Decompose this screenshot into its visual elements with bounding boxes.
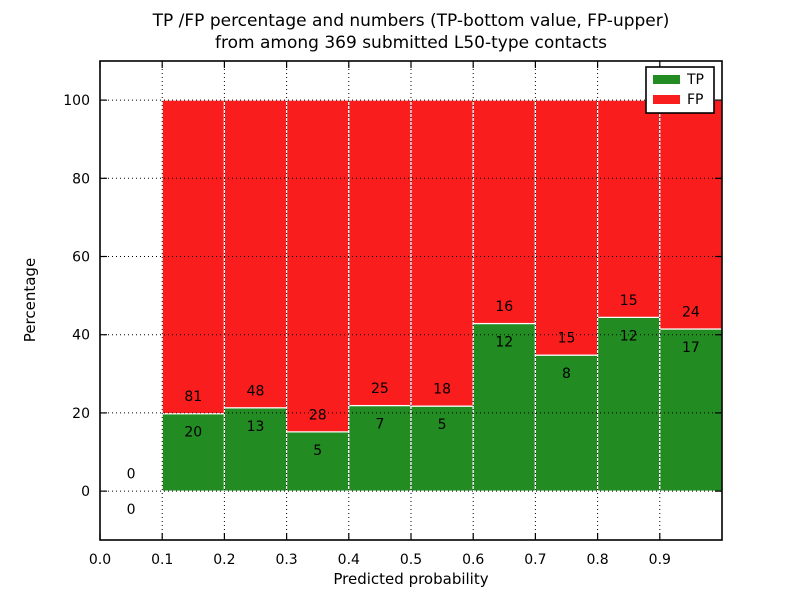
tp-count-label: 17 — [682, 340, 700, 356]
bar-fp — [659, 99, 723, 330]
fp-count-label: 0 — [127, 467, 136, 483]
bar-fp — [410, 99, 474, 407]
legend-swatch-tp — [653, 75, 680, 84]
legend-swatch-fp — [653, 95, 680, 104]
x-tick-label: 0.9 — [649, 552, 671, 568]
bar-tp — [534, 354, 599, 492]
y-tick-label: 0 — [81, 484, 90, 500]
chart-title-line2: from among 369 submitted L50-type contac… — [215, 33, 607, 53]
legend-label-fp: FP — [687, 92, 704, 108]
bar-tp — [223, 407, 288, 492]
bar-tp — [659, 328, 723, 492]
y-axis-label: Percentage — [21, 257, 39, 343]
x-axis-label: Predicted probability — [333, 570, 489, 588]
tp-count-label: 13 — [247, 419, 265, 435]
chart-title: TP /FP percentage and numbers (TP-bottom… — [153, 10, 670, 54]
bar-fp — [161, 99, 225, 415]
fp-count-label: 81 — [184, 389, 202, 405]
y-tick-label: 100 — [63, 93, 90, 109]
tp-count-label: 12 — [495, 335, 513, 351]
fp-count-label: 18 — [433, 382, 451, 398]
plot-border — [99, 60, 723, 541]
y-tick-label: 80 — [72, 171, 90, 187]
x-tick-label: 0.7 — [524, 552, 546, 568]
x-tick-label: 0.2 — [213, 552, 235, 568]
tp-count-label: 12 — [620, 328, 638, 344]
tp-count-label: 20 — [184, 425, 202, 441]
bar-fp — [348, 99, 412, 407]
bar-fp — [596, 99, 661, 318]
x-tick-label: 0.8 — [586, 552, 608, 568]
tp-count-label: 8 — [562, 366, 571, 382]
tp-count-label: 5 — [438, 417, 447, 433]
bar-fp — [534, 99, 599, 356]
fp-count-label: 25 — [371, 381, 389, 397]
tp-count-label: 5 — [313, 443, 322, 459]
y-tick-label: 60 — [72, 250, 90, 266]
x-tick-label: 0.6 — [462, 552, 484, 568]
bar-fp — [223, 99, 288, 409]
fp-count-label: 48 — [247, 383, 265, 399]
fp-count-label: 16 — [495, 299, 513, 315]
fp-count-label: 28 — [309, 407, 327, 423]
x-tick-label: 0.0 — [89, 552, 111, 568]
x-tick-label: 0.4 — [338, 552, 360, 568]
bar-fp — [286, 99, 350, 433]
legend-label-tp: TP — [686, 72, 704, 88]
bar-tp — [472, 322, 537, 492]
y-tick-label: 20 — [72, 406, 90, 422]
x-tick-label: 0.1 — [151, 552, 173, 568]
fp-count-label: 15 — [558, 331, 576, 347]
legend-box — [645, 66, 715, 114]
bar-tp — [161, 413, 225, 492]
fp-count-label: 24 — [682, 305, 700, 321]
chart-title-line1: TP /FP percentage and numbers (TP-bottom… — [152, 11, 670, 31]
bar-fp — [472, 99, 537, 325]
x-tick-label: 0.3 — [275, 552, 297, 568]
fp-count-label: 15 — [620, 293, 638, 309]
x-tick-label: 0.5 — [400, 552, 422, 568]
bar-tp — [286, 431, 350, 492]
tp-count-label: 7 — [375, 417, 384, 433]
tp-count-label: 0 — [127, 502, 136, 518]
y-tick-label: 40 — [72, 328, 90, 344]
